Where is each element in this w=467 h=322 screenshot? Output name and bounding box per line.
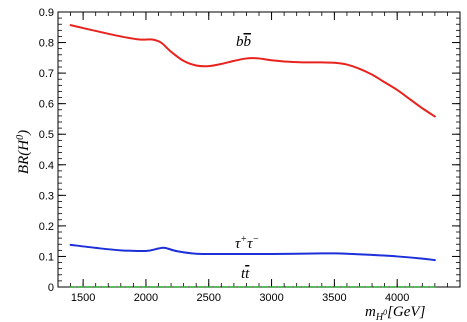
y-tick-label: 0 <box>48 282 54 294</box>
annotation-tautau-text: τ+τ− <box>235 234 259 252</box>
x-tick-label: 3000 <box>259 292 283 304</box>
y-tick-label: 0.9 <box>39 7 54 19</box>
annotation-tautau: τ+τ− <box>235 234 259 252</box>
series-line-bb <box>69 24 436 118</box>
x-tick-label: 2500 <box>197 292 221 304</box>
y-tick-label: 0.3 <box>39 190 54 202</box>
y-axis-title-close: ) <box>16 130 32 136</box>
x-axis-title-sub: H <box>375 312 384 322</box>
x-tick-label: 1500 <box>71 292 95 304</box>
annotation-tt-text: tt <box>241 266 250 282</box>
x-tick-label: 2000 <box>134 292 158 304</box>
annotation-tautau-sup2: − <box>253 234 260 245</box>
annotation-tautau-main2: τ <box>247 236 253 252</box>
annotation-bb: bb <box>236 34 252 50</box>
y-tick-label: 0.5 <box>39 129 54 141</box>
x-axis-title-sub-sup: 0 <box>383 308 387 317</box>
annotation-bb-text: bb <box>236 34 252 50</box>
y-tick-label: 0.6 <box>39 99 54 111</box>
series-lines <box>69 24 436 288</box>
y-tick-label: 0.8 <box>39 38 54 50</box>
annotation-tt-bar: t <box>245 266 250 282</box>
y-tick-label: 0.7 <box>39 68 54 80</box>
x-axis-title: mH0[GeV] <box>365 304 426 322</box>
annotation-bb-bar: b <box>244 34 252 50</box>
series-line-tautau <box>69 243 436 262</box>
y-axis-title: BR(H0) <box>15 130 33 174</box>
annotation-tt: tt <box>241 266 250 282</box>
annotation-tautau-sup1: + <box>240 234 247 245</box>
y-tick-label: 0.2 <box>39 221 54 233</box>
x-tick-label: 4000 <box>385 292 409 304</box>
y-tick-label: 0.1 <box>39 251 54 263</box>
axis-ticks: 0 0.1 0.2 0.3 0.4 0.5 0.6 0.7 0.8 0.9 1500 2000 2500… <box>39 7 461 304</box>
plot-frame <box>57 11 461 288</box>
x-axis-title-unit: [GeV] <box>387 304 425 320</box>
x-axis-title-m: m <box>365 304 376 320</box>
y-axis-title-sup: 0 <box>15 135 26 140</box>
y-tick-label: 0.4 <box>39 160 54 172</box>
y-axis-title-main: BR(H <box>16 139 32 174</box>
x-tick-label: 3500 <box>322 292 346 304</box>
plot-area-border <box>57 11 461 288</box>
